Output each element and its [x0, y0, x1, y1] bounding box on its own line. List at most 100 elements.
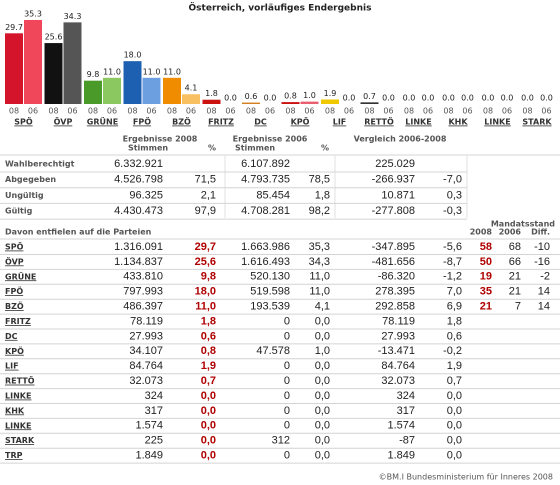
- series-label: 08: [404, 107, 414, 116]
- party-name[interactable]: LINKE: [5, 392, 31, 401]
- category-label[interactable]: LINKE: [405, 118, 431, 127]
- party-name[interactable]: FRITZ: [5, 317, 31, 326]
- party-name[interactable]: KHK: [5, 406, 25, 415]
- party-name[interactable]: BZÖ: [5, 301, 24, 311]
- cell: 71,5: [195, 174, 216, 186]
- party-name[interactable]: FPÖ: [5, 286, 23, 296]
- bar: [103, 77, 121, 104]
- party-name[interactable]: STARK: [5, 436, 35, 445]
- cell: -2: [540, 271, 550, 283]
- cell: 29,7: [195, 241, 216, 253]
- cell: 1,9: [201, 360, 216, 372]
- cell: 0,0: [315, 375, 330, 387]
- bar: [24, 19, 42, 104]
- bar: [182, 94, 200, 104]
- category-label[interactable]: BZÖ: [172, 117, 191, 127]
- cell: 225: [145, 435, 163, 447]
- column-header: %: [321, 144, 329, 153]
- cell: 11,0: [195, 301, 216, 313]
- cell: 34.107: [129, 345, 163, 357]
- cell: 32.073: [129, 375, 163, 387]
- cell: -481.656: [372, 256, 415, 268]
- party-name[interactable]: ÖVP: [5, 256, 24, 266]
- column-group-title: Vergleich 2006-2008: [354, 135, 447, 144]
- category-label[interactable]: KHK: [448, 118, 468, 127]
- cell: 292.858: [375, 301, 415, 313]
- category-label[interactable]: STARK: [522, 118, 552, 127]
- cell: 1,8: [447, 315, 462, 327]
- cell: 520.130: [250, 271, 290, 283]
- column-header: Diff.: [531, 228, 550, 237]
- cell: 0,7: [447, 375, 462, 387]
- row-label: Gültig: [5, 207, 33, 216]
- series-label: 08: [443, 107, 453, 116]
- party-name[interactable]: SPÖ: [5, 242, 24, 252]
- cell: 0: [284, 360, 290, 372]
- category-label[interactable]: RETTÖ: [364, 117, 394, 127]
- series-label: 06: [107, 107, 117, 116]
- party-name[interactable]: KPÖ: [5, 346, 24, 356]
- category-label[interactable]: DC: [254, 118, 267, 127]
- series-label: 08: [48, 107, 58, 116]
- value-label: 35.3: [24, 9, 42, 18]
- column-header: %: [208, 144, 216, 153]
- party-name[interactable]: RETTÖ: [5, 376, 35, 386]
- cell: 0,0: [315, 405, 330, 417]
- bar: [300, 101, 319, 104]
- cell: -13.471: [378, 345, 415, 357]
- series-label: 06: [146, 107, 156, 116]
- cell: 4.526.798: [114, 174, 163, 186]
- cell: -277.808: [372, 205, 415, 217]
- party-name[interactable]: LIF: [5, 362, 19, 371]
- value-label: 1.8: [205, 89, 218, 98]
- value-label: 0.0: [382, 94, 395, 103]
- party-name[interactable]: LINKE: [5, 421, 31, 430]
- cell: 0,0: [447, 405, 462, 417]
- cell: 4.793.735: [241, 174, 290, 186]
- cell: -7,0: [443, 174, 462, 186]
- category-label[interactable]: FRITZ: [208, 118, 234, 127]
- series-label: 06: [225, 107, 235, 116]
- series-label: 08: [483, 107, 493, 116]
- mandate-title: Mandatsstand: [491, 220, 555, 229]
- cell: 84.764: [129, 360, 163, 372]
- cell: 35,3: [309, 241, 330, 253]
- category-label[interactable]: KPÖ: [291, 117, 310, 127]
- cell: 6,9: [447, 301, 462, 313]
- category-label[interactable]: LIF: [333, 118, 347, 127]
- cell: 0,0: [201, 450, 216, 462]
- column-header: Stimmen: [235, 144, 275, 153]
- cell: 0,0: [201, 405, 216, 417]
- cell: 11,0: [309, 271, 330, 283]
- cell: 84.764: [381, 360, 415, 372]
- bar: [281, 102, 300, 104]
- category-label[interactable]: GRÜNE: [87, 117, 118, 127]
- cell: 0,0: [315, 420, 330, 432]
- category-label[interactable]: SPÖ: [14, 117, 33, 127]
- cell: 18,0: [195, 286, 216, 298]
- row-label: Abgegeben: [5, 175, 56, 184]
- series-label: 08: [9, 107, 19, 116]
- cell: 1.574: [135, 420, 163, 432]
- value-label: 0.0: [482, 94, 495, 103]
- value-label: 0.0: [422, 94, 435, 103]
- cell: 324: [397, 390, 415, 402]
- cell: 225.029: [375, 158, 415, 170]
- cell: -87: [399, 435, 415, 447]
- cell: 27.993: [381, 330, 415, 342]
- cell: 1.616.493: [241, 256, 290, 268]
- category-label[interactable]: FPÖ: [133, 117, 151, 127]
- series-label: 06: [67, 107, 77, 116]
- category-label[interactable]: ÖVP: [54, 117, 73, 127]
- party-name[interactable]: DC: [5, 332, 18, 341]
- bar: [163, 77, 181, 104]
- value-label: 1.0: [303, 91, 316, 100]
- party-name[interactable]: TRP: [5, 451, 23, 460]
- category-label[interactable]: LINKE: [484, 118, 510, 127]
- party-name[interactable]: GRÜNE: [5, 271, 36, 281]
- cell: 7,0: [447, 286, 462, 298]
- series-label: 06: [383, 107, 393, 116]
- value-label: 34.3: [64, 12, 82, 21]
- cell: 7: [515, 301, 521, 313]
- cell: 96.325: [129, 189, 163, 201]
